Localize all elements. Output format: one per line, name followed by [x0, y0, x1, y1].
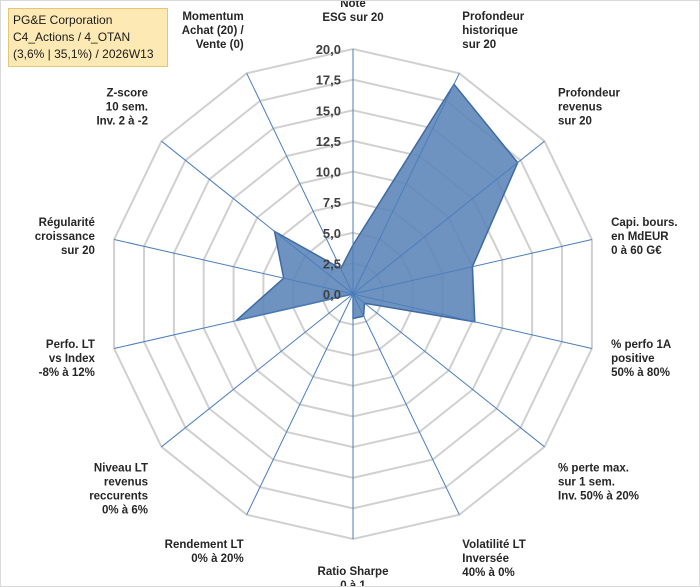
axis-spoke [352, 73, 460, 295]
category-label-line: 10 sem. [106, 102, 148, 114]
series-area [235, 83, 519, 323]
axis-spoke [352, 293, 593, 349]
category-label-line: Inversée [462, 553, 509, 565]
category-label-line: sur 20 [462, 39, 496, 51]
category-label-line: Z-score [106, 88, 148, 100]
category-label-line: Momentum [182, 11, 243, 23]
category-label-line: Profondeur [462, 11, 524, 23]
radial-tick-label: 17,5 [316, 73, 341, 88]
category-label-line: Capi. bours. [611, 217, 677, 229]
category-label-line: reccurents [89, 491, 148, 503]
category-label: Profondeur revenus sur 20 [558, 88, 620, 128]
radial-tick-label: 12,5 [316, 134, 341, 149]
category-label-line: -8% à 12% [39, 367, 95, 379]
category-label-line: Rendement LT [165, 539, 244, 551]
axis-spoke [246, 73, 354, 295]
category-label: Ratio Sharpe 0 à 1 [318, 566, 389, 587]
category-label: % perfo 1A positive 50% à 80% [611, 339, 671, 379]
category-label-line: Régularité [39, 217, 95, 229]
axis-spoke [161, 293, 354, 448]
category-label-line: 40% à 0% [462, 567, 514, 579]
category-label-line: Volatilité LT [462, 539, 525, 551]
category-label-line: Inv. 2 à -2 [96, 116, 148, 128]
category-label-line: 0% à 6% [102, 505, 148, 517]
title-line-category: C4_Actions / 4_OTAN [13, 30, 131, 44]
category-label: Régularité croissance sur 20 [35, 217, 95, 257]
category-label-line: historique [462, 25, 518, 37]
axis-spoke [113, 293, 354, 349]
category-label-line: Ratio Sharpe [318, 566, 389, 578]
radial-tick-label: 15,0 [316, 103, 341, 118]
category-label-line: 0% à 20% [191, 553, 243, 565]
category-label: Z-score 10 sem. Inv. 2 à -2 [96, 88, 148, 128]
category-label-line: Perfo. LT [46, 339, 95, 351]
category-label-line: % perfo 1A [611, 339, 671, 351]
category-label-line: en MdEUR [611, 231, 669, 243]
category-label-line: sur 20 [61, 245, 95, 257]
category-label: Capi. bours. en MdEUR 0 à 60 G€ [611, 217, 677, 257]
title-line-stats: (3,6% | 35,1%) / 2026W13 [13, 47, 154, 61]
category-label-line: 0 à 60 G€ [611, 245, 662, 257]
axis-spoke [352, 140, 545, 295]
axis-spoke [113, 239, 354, 295]
axis-spoke [352, 293, 460, 515]
category-label-line: Profondeur [558, 88, 620, 100]
category-label: Niveau LT revenus reccurents 0% à 6% [89, 463, 148, 517]
radial-tick-label: 7,5 [323, 195, 341, 210]
radial-tick-label: 20,0 [316, 42, 341, 57]
category-label-line: sur 20 [558, 116, 592, 128]
category-label-line: Vente (0) [196, 39, 244, 51]
category-label-line: positive [611, 353, 654, 365]
category-label-line: ESG sur 20 [322, 12, 383, 24]
axis-spoke [352, 293, 545, 448]
category-label-line: sur 1 sem. [558, 477, 615, 489]
category-label-line: vs Index [49, 353, 96, 365]
category-label: Momentum Achat (20) / Vente (0) [182, 11, 245, 51]
radial-tick-label: 2,5 [323, 256, 341, 271]
category-label-line: 50% à 80% [611, 367, 670, 379]
axis-spoke [161, 140, 354, 295]
category-label-line: % perte max. [558, 463, 629, 475]
category-label-line: revenus [104, 477, 148, 489]
category-label: Profondeur historique sur 20 [462, 11, 524, 51]
category-label: Rendement LT 0% à 20% [165, 539, 244, 565]
radial-tick-label: 10,0 [316, 165, 341, 180]
category-label-line: Note [340, 1, 366, 10]
category-label-line: Achat (20) / [182, 25, 245, 37]
category-label: Note ESG sur 20 [322, 1, 383, 24]
category-label-line: croissance [35, 231, 95, 243]
chart-title-box: PG&E Corporation C4_Actions / 4_OTAN (3,… [8, 8, 168, 67]
category-label-line: 0 à 1 [340, 580, 366, 587]
category-label-line: Niveau LT [94, 463, 148, 475]
category-label-line: Inv. 50% à 20% [558, 491, 639, 503]
axis-spoke [352, 239, 593, 295]
category-label-line: revenus [558, 102, 602, 114]
radial-tick-label: 5,0 [323, 226, 341, 241]
category-label: Perfo. LT vs Index -8% à 12% [39, 339, 96, 379]
category-label: % perte max. sur 1 sem. Inv. 50% à 20% [558, 463, 639, 503]
axis-spoke [246, 293, 354, 515]
radial-tick-label: 0,0 [323, 287, 341, 302]
category-label: Volatilité LT Inversée 40% à 0% [462, 539, 525, 579]
title-line-company: PG&E Corporation [13, 13, 113, 27]
